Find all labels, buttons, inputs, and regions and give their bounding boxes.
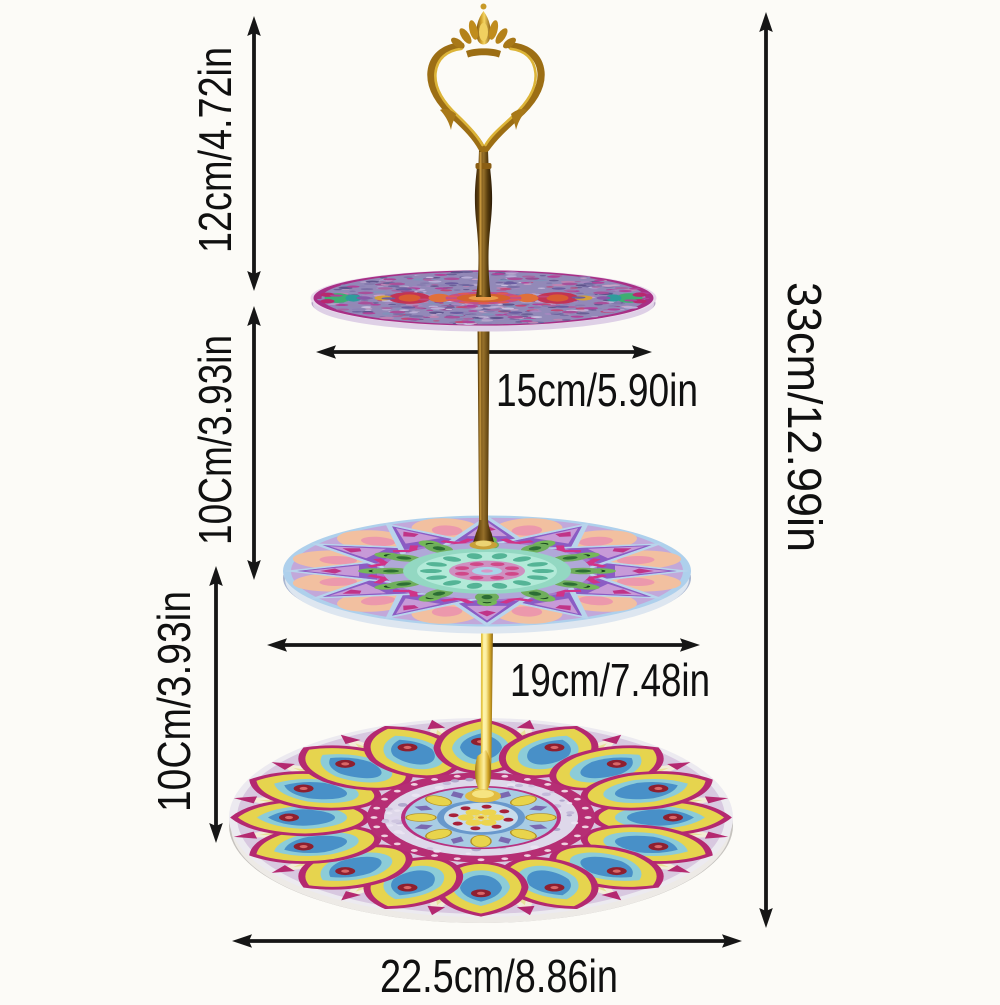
svg-text:12cm/4.72in: 12cm/4.72in [189, 47, 241, 253]
svg-text:10Cm/3.93in: 10Cm/3.93in [148, 591, 200, 812]
svg-text:22.5cm/8.86in: 22.5cm/8.86in [380, 950, 618, 1000]
svg-text:33cm/12.99in: 33cm/12.99in [777, 282, 830, 552]
svg-text:10Cm/3.93in: 10Cm/3.93in [189, 335, 241, 545]
svg-text:19cm/7.48in: 19cm/7.48in [510, 654, 710, 706]
svg-text:15cm/5.90in: 15cm/5.90in [496, 364, 698, 416]
